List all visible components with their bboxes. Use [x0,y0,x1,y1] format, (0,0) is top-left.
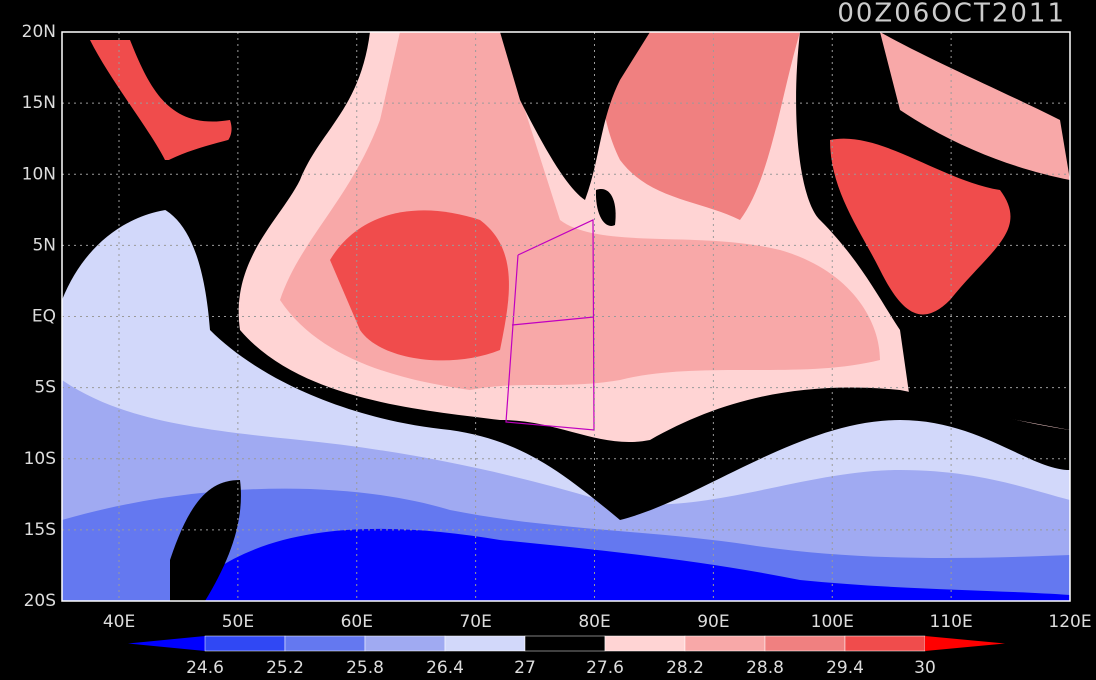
land [170,480,241,601]
colorbar-label: 30 [914,658,936,678]
land [500,32,650,200]
colorbar-label: 24.6 [186,658,224,678]
sst-band [600,32,800,220]
sst-band [90,40,232,160]
land [940,250,1060,370]
lon-label: 90E [697,612,729,632]
colorbar-label: 27.6 [586,658,624,678]
colorbar-label: 25.8 [346,658,384,678]
colorbar-label: 26.4 [426,658,464,678]
lat-label: 15N [22,93,56,113]
sst-band [330,210,509,361]
colorbar-label: 29.4 [826,658,864,678]
colorbar-box [844,635,926,652]
colorbar-label: 28.8 [746,658,784,678]
lon-label: 50E [222,612,254,632]
lat-label: 5N [32,235,56,255]
grid [62,32,1070,601]
sst-field [62,32,1070,601]
lon-label: 70E [459,612,491,632]
colorbar-box [604,635,686,652]
lon-label: 80E [578,612,610,632]
colorbar-label: 28.2 [666,658,704,678]
lat-label: 20N [22,22,56,42]
colorbar-arrow [128,636,205,651]
land [595,189,616,226]
lat-label: 15S [24,520,56,540]
map-title: 00Z06OCT2011 [837,0,1066,29]
lon-label: 120E [1048,612,1091,632]
lon-label: 60E [341,612,373,632]
colorbar-label: 25.2 [266,658,304,678]
colorbar-box [524,635,606,652]
lon-label: 110E [930,612,973,632]
lon-label: 40E [103,612,135,632]
colorbar-box [204,635,286,652]
lon-label: 100E [811,612,854,632]
colorbar-arrow [925,636,1005,651]
plot-frame [61,31,1071,602]
lat-label: EQ [32,307,56,327]
lat-label: 10S [24,449,56,469]
lat-label: 10N [22,164,56,184]
lat-label: 5S [34,378,56,398]
colorbar-box [364,635,446,652]
sst-band [880,32,1070,180]
colorbar-label: 27 [514,658,536,678]
colorbar-box [444,635,526,652]
lat-label: 20S [24,591,56,611]
colorbar-box [284,635,366,652]
sst-band [180,528,1070,601]
land [62,32,300,300]
sst-band [830,138,1011,315]
colorbar-box [764,635,846,652]
colorbar-box [684,635,766,652]
colorbar: 24.6 25.2 25.8 26.4 27 27.6 28.2 28.8 29.4 30 [128,635,1005,678]
